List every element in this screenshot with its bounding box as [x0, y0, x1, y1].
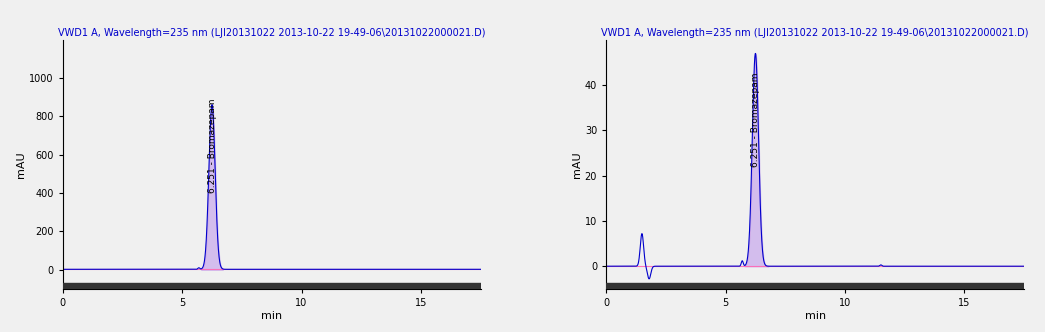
Text: 6.251 - Bromazepam: 6.251 - Bromazepam [208, 99, 216, 193]
Bar [63, 283, 481, 289]
X-axis label: min: min [805, 311, 826, 321]
Title: VWD1 A, Wavelength=235 nm (LJI20131022 2013-10-22 19-49-06\20131022000021.D): VWD1 A, Wavelength=235 nm (LJI20131022 2… [601, 28, 1029, 38]
Text: 6.251 - Bromazepam: 6.251 - Bromazepam [751, 72, 760, 167]
Y-axis label: mAU: mAU [17, 151, 26, 178]
Title: VWD1 A, Wavelength=235 nm (LJI20131022 2013-10-22 19-49-06\20131022000021.D): VWD1 A, Wavelength=235 nm (LJI20131022 2… [57, 28, 486, 38]
Y-axis label: mAU: mAU [572, 151, 582, 178]
X-axis label: min: min [261, 311, 282, 321]
Bar [606, 284, 1024, 289]
